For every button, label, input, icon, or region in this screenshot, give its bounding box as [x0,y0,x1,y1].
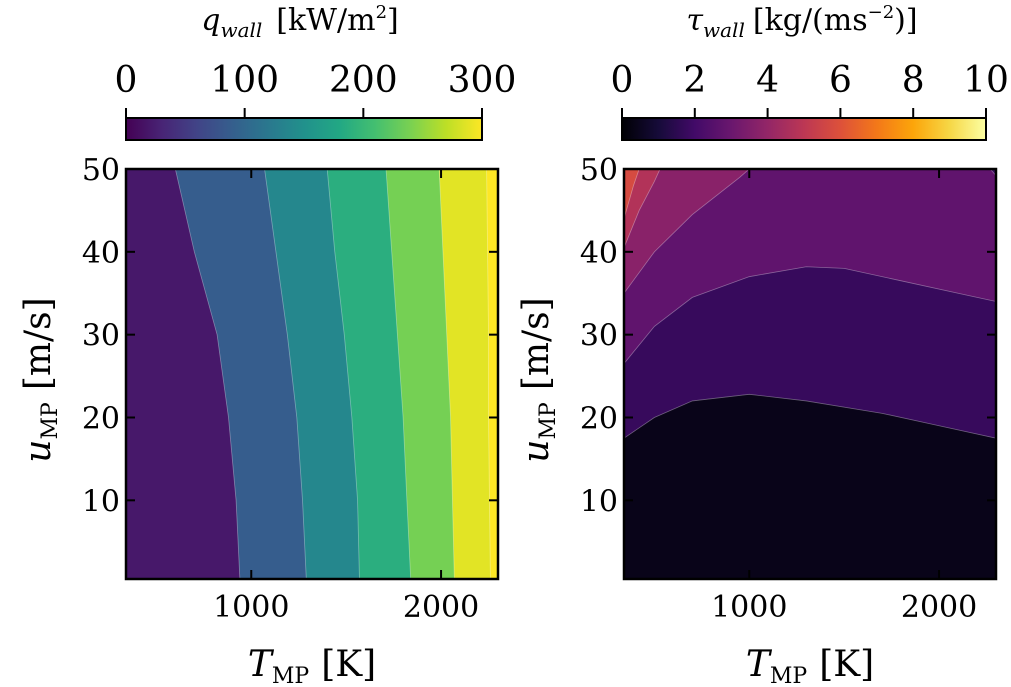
colorbar-tick-label: 200 [329,60,398,101]
y-tick-label: 50 [82,153,120,188]
colorbar-tick-label: 8 [902,60,925,101]
contour-band [989,169,996,177]
y-tick-label: 10 [82,484,120,519]
colorbar-tick-label: 4 [756,60,779,101]
y-tick-label: 20 [82,401,120,436]
x-tick-label: 1000 [213,590,289,625]
y-axis-label-right: uMP[m/s] [516,297,561,462]
colorbar-tick-label: 6 [829,60,852,101]
y-tick-label: 40 [82,236,120,271]
contour-fills-tauwall [624,169,996,579]
colorbar-tick-label: 100 [210,60,279,101]
colorbar-tauwall [621,117,987,141]
contour-band [624,169,770,294]
x-tick-label: 1000 [711,590,787,625]
x-tick-label: 2000 [403,590,479,625]
y-tick-label: 40 [580,236,618,271]
contour-band [624,169,669,220]
contour-band [624,169,688,249]
colorbar-label-qwall: qwall [kW/m2] [201,2,399,42]
colorbar-tick-label: 0 [611,60,634,101]
y-tick-label: 30 [580,319,618,354]
right-panel: τwall [kg/(ms−2)] 0 2 4 6 8 10 1000 2000 10 20 30 4… [516,2,1009,687]
x-axis-label-left: TMP [K] [248,644,376,687]
y-tick-label: 20 [580,401,618,436]
colorbar-qwall [125,117,483,141]
axis-ticks-right: 1000 2000 10 20 30 40 50 [580,153,996,625]
colorbar-ticks-tauwall: 0 2 4 6 8 10 [611,60,1009,118]
x-axis-label-right: TMP [K] [746,644,874,687]
plot-frame-tauwall [622,167,998,581]
y-tick-label: 30 [82,319,120,354]
y-tick-label: 10 [580,484,618,519]
contour-fills-qwall [126,169,498,579]
y-tick-label: 50 [580,153,618,188]
colorbar-tick-label: 0 [115,60,138,101]
contour-band [438,169,498,579]
y-axis-label-left: uMP[m/s] [18,297,63,462]
colorbar-tick-label: 300 [448,60,517,101]
contour-band [624,169,996,365]
axis-ticks-left: 1000 2000 10 20 30 40 50 [82,153,498,625]
left-panel: qwall [kW/m2] 0 100 200 300 1000 2000 10 20 30 40… [18,2,516,687]
colorbar-label-tauwall: τwall [kg/(ms−2)] [686,2,917,42]
plot-frame-qwall [124,167,500,581]
colorbar-tick-label: 10 [963,60,1009,101]
colorbar-tick-label: 2 [683,60,706,101]
x-tick-label: 2000 [901,590,977,625]
colorbar-ticks-qwall: 0 100 200 300 [115,60,517,118]
